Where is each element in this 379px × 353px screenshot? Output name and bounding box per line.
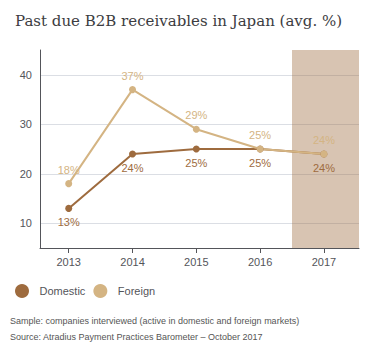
svg-text:2017: 2017 <box>312 256 336 268</box>
svg-text:30: 30 <box>20 118 32 130</box>
svg-text:20: 20 <box>20 168 32 180</box>
svg-text:Source: Atradius Payment Pract: Source: Atradius Payment Practices Barom… <box>10 332 263 342</box>
svg-text:24%: 24% <box>313 134 335 146</box>
svg-text:25%: 25% <box>249 129 271 141</box>
svg-text:Foreign: Foreign <box>118 285 155 297</box>
svg-text:13%: 13% <box>58 216 80 228</box>
svg-text:24%: 24% <box>313 162 335 174</box>
svg-text:37%: 37% <box>121 70 143 82</box>
svg-text:2015: 2015 <box>184 256 208 268</box>
svg-text:Domestic: Domestic <box>40 285 86 297</box>
svg-text:10: 10 <box>20 217 32 229</box>
svg-text:Sample: companies interviewed: Sample: companies interviewed (active in… <box>10 316 299 326</box>
svg-text:2016: 2016 <box>248 256 272 268</box>
svg-text:2013: 2013 <box>56 256 80 268</box>
svg-text:25%: 25% <box>185 157 207 169</box>
svg-text:25%: 25% <box>249 157 271 169</box>
svg-text:18%: 18% <box>58 164 80 176</box>
svg-text:24%: 24% <box>121 162 143 174</box>
svg-text:2014: 2014 <box>120 256 144 268</box>
svg-text:29%: 29% <box>185 109 207 121</box>
svg-text:40: 40 <box>20 69 32 81</box>
svg-text:Past due B2B receivables in Ja: Past due B2B receivables in Japan (avg. … <box>15 12 342 30</box>
